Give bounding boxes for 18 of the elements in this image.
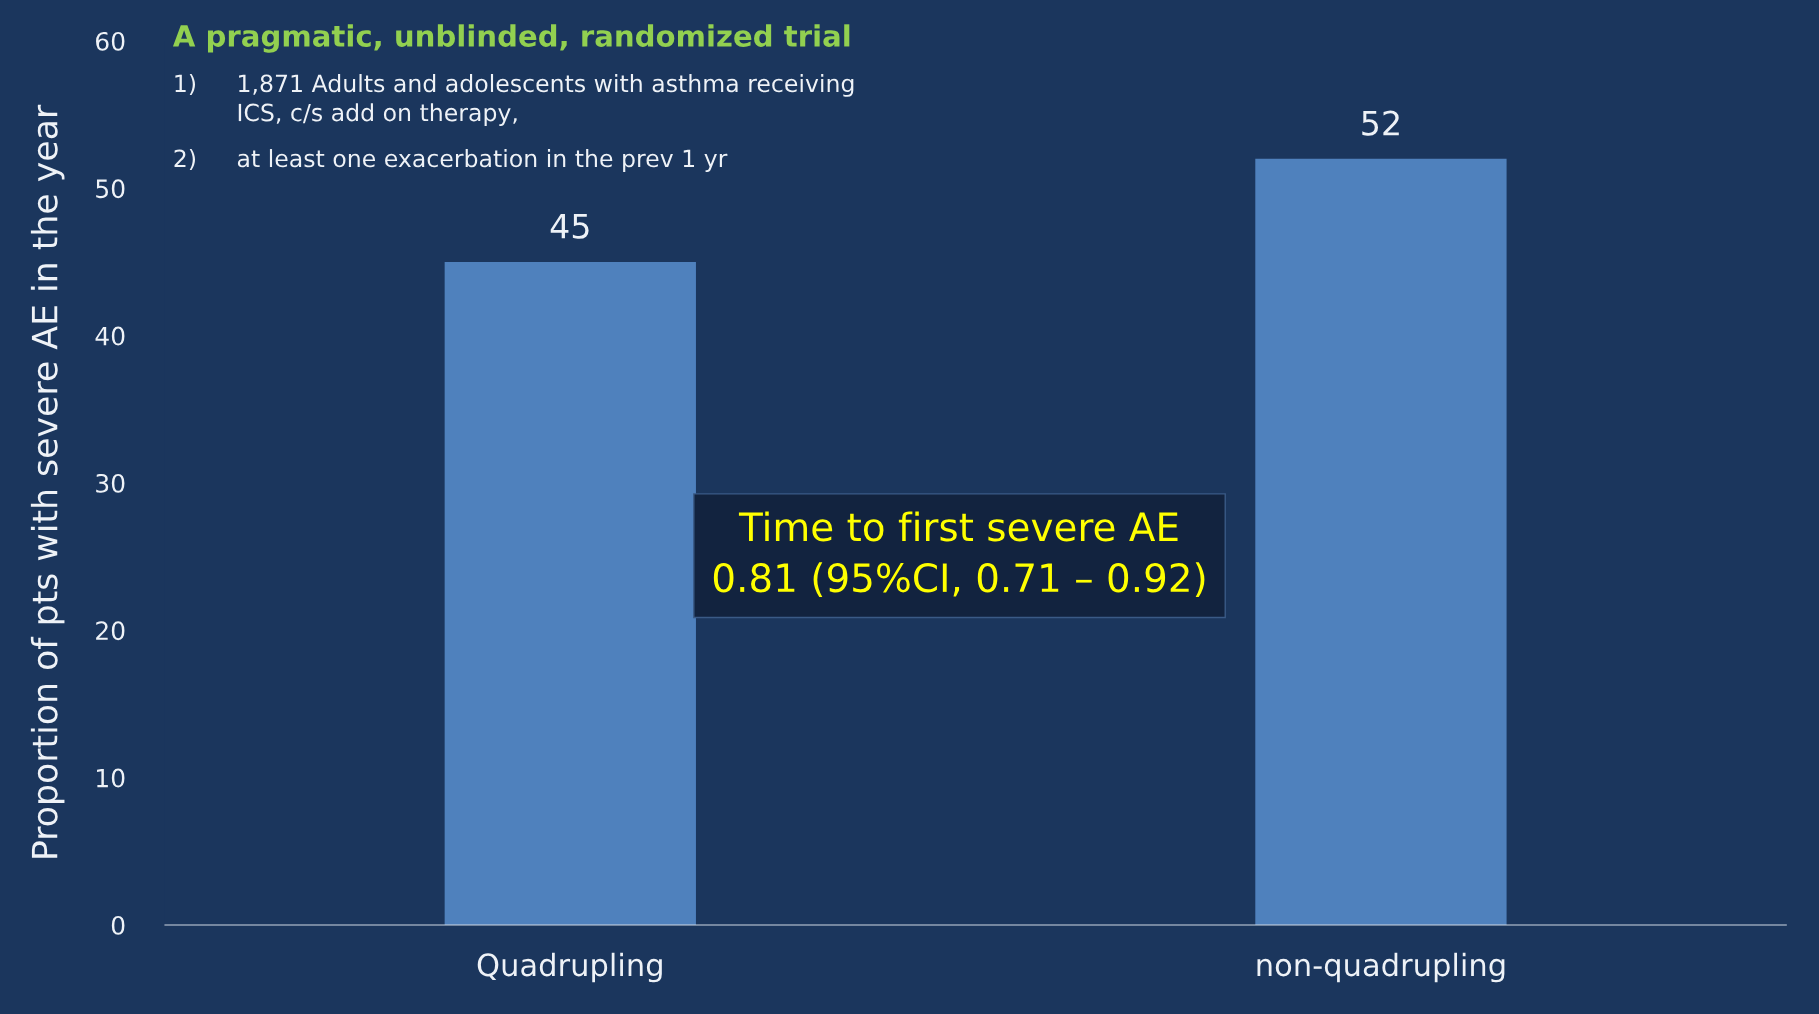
y-tick-label: 10 (97, 768, 125, 788)
x-tick-label: non-quadrupling (1257, 952, 1505, 983)
y-axis-title: Proportion of pts with severe AE in the year (30, 104, 65, 858)
annotation: 1) (175, 74, 196, 96)
chart-title: A pragmatic, unblinded, randomized trial (172, 24, 850, 53)
data-label: 52 (1362, 110, 1399, 136)
x-tick-label: Quadrupling (477, 952, 662, 983)
y-tick-label: 30 (96, 473, 125, 493)
annotation: 1,871 Adults and adolescents with asthma receiving ICS, c/s add on therapy, (238, 74, 854, 126)
y-tick-label: 0 (111, 915, 125, 935)
annotation: at least one exacerbation in the prev 1 yr (237, 149, 728, 172)
y-tick-label: 60 (96, 31, 125, 51)
data-label: 45 (550, 214, 589, 239)
y-tick-label: 20 (96, 621, 125, 641)
y-tick-label: 40 (95, 326, 125, 346)
y-tick-label: 50 (96, 179, 125, 199)
annotation: 2) (174, 149, 196, 171)
annotation: Time to first severe AE 0.81 (95%CI, 0.71 – 0.92) (713, 511, 1205, 597)
